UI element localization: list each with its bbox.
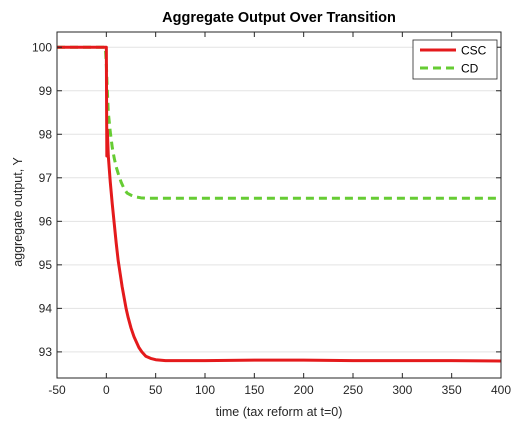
x-tick-label: 300 [392,383,412,397]
x-tick-label: 50 [149,383,163,397]
y-tick-label: 100 [32,40,52,54]
legend-label-csc: CSC [461,44,487,58]
y-tick-label: 94 [39,302,53,316]
y-tick-label: 95 [39,258,53,272]
y-axis-label: aggregate output, Y [11,157,25,267]
x-tick-label: 250 [343,383,363,397]
legend: CSC CD [412,39,498,80]
x-axis-label: time (tax reform at t=0) [216,405,343,419]
axes-box [56,31,502,379]
x-tick-label: 150 [244,383,264,397]
y-tick-label: 97 [39,171,53,185]
series-line-csc [57,45,502,363]
y-tick-label: 98 [39,127,53,141]
x-tick-label: 400 [491,383,511,397]
y-tick-label: 96 [39,215,53,229]
plot-lines [57,45,502,363]
y-tick-label: 99 [39,84,53,98]
x-tick-label: 350 [442,383,462,397]
tick-labels: 93 94 95 96 97 98 99 100 -50 0 50 100 150 200 250 300 35… [32,40,511,397]
x-tick-label: 0 [103,383,110,397]
grid [57,46,501,353]
chart-title: Aggregate Output Over Transition [162,10,396,26]
legend-label-cd: CD [461,62,479,76]
x-tick-label: -50 [48,383,66,397]
ticks [56,32,502,378]
legend-box [412,39,498,80]
y-tick-label: 93 [39,345,53,359]
x-tick-label: 200 [294,383,314,397]
series-line-cd [57,45,501,200]
x-tick-label: 100 [195,383,215,397]
